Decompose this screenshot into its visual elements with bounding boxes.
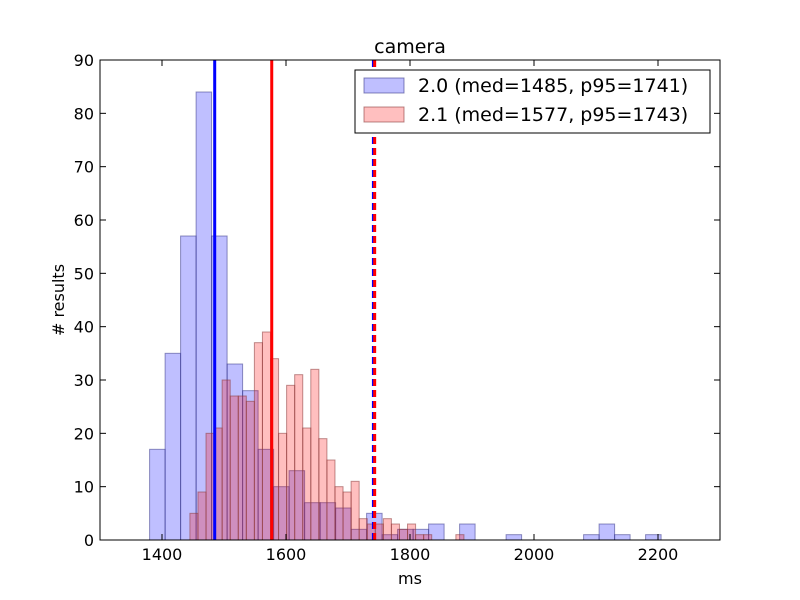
x-tick-label: 1800 xyxy=(390,545,431,564)
histogram-bar-series-0-bin-20 xyxy=(505,534,523,541)
histogram-bar-series-1-bin-2 xyxy=(205,432,215,541)
y-tick-label: 20 xyxy=(74,424,94,443)
histogram-bar-series-1-bin-14 xyxy=(302,427,312,541)
histogram-bar-series-1-bin-28 xyxy=(415,534,425,541)
x-axis-label: ms xyxy=(398,569,422,588)
histogram-bar-series-1-bin-33 xyxy=(455,534,465,541)
histogram-bar-series-1-bin-17 xyxy=(326,459,336,541)
histogram-bar-series-1-bin-12 xyxy=(286,384,296,541)
x-tick-label: 2000 xyxy=(514,545,555,564)
histogram-bar-series-0-bin-2 xyxy=(180,235,197,541)
histogram-bar-series-0-bin-1 xyxy=(164,352,182,541)
histogram-bar-series-1-bin-7 xyxy=(245,400,255,541)
histogram-bar-series-0-bin-0 xyxy=(149,448,166,541)
y-tick-label: 40 xyxy=(74,318,94,337)
y-axis-label: # results xyxy=(49,264,68,336)
histogram-bar-series-1-bin-9 xyxy=(261,331,272,541)
legend-label-series-2-0: 2.0 (med=1485, p95=1741) xyxy=(418,75,688,97)
y-tick-label: 70 xyxy=(74,158,94,177)
histogram-bar-series-1-bin-29 xyxy=(423,534,433,541)
histogram-bar-series-1-bin-16 xyxy=(318,438,328,541)
histogram-bar-series-1-bin-26 xyxy=(398,528,409,541)
histogram-bar-series-1-bin-23 xyxy=(374,523,384,541)
histogram-bar-series-1-bin-24 xyxy=(382,518,392,541)
histogram-bar-series-0-bin-21 xyxy=(583,534,600,541)
histogram-bar-series-0-bin-22 xyxy=(598,523,616,541)
legend-label-series-2-1: 2.1 (med=1577, p95=1743) xyxy=(418,104,688,126)
histogram-bar-series-1-bin-0 xyxy=(189,512,199,541)
histogram-bar-series-1-bin-13 xyxy=(294,374,304,541)
histogram-bar-series-1-bin-11 xyxy=(278,432,288,541)
y-tick-label: 50 xyxy=(74,264,94,283)
y-tick-label: 0 xyxy=(84,531,94,550)
histogram-bar-series-1-bin-5 xyxy=(229,395,239,541)
x-axis-ticks: 1400 1600 1800 2000 2200 xyxy=(142,60,679,564)
legend-swatch-series-2-1 xyxy=(363,106,405,123)
chart-title: camera xyxy=(374,36,446,58)
histogram-bar-series-1-bin-19 xyxy=(342,491,352,541)
histogram-bar-series-1-bin-1 xyxy=(197,491,207,541)
histogram-bar-series-1-bin-18 xyxy=(334,486,344,541)
legend-swatch-series-2-0 xyxy=(363,77,405,94)
y-axis-ticks: 0 10 20 30 40 50 60 70 80 90 xyxy=(74,51,720,550)
histogram-bar-series-1-bin-15 xyxy=(310,368,320,541)
y-tick-label: 30 xyxy=(74,371,94,390)
y-tick-label: 60 xyxy=(74,211,94,230)
histogram-bar-series-1-bin-25 xyxy=(390,523,400,541)
x-tick-label: 1400 xyxy=(142,545,183,564)
histogram-bar-series-1-bin-21 xyxy=(358,518,368,541)
y-tick-label: 10 xyxy=(74,478,94,497)
x-tick-label: 1600 xyxy=(266,545,307,564)
y-tick-label: 90 xyxy=(74,51,94,70)
histogram-bar-series-1-bin-20 xyxy=(350,480,360,541)
histogram-bar-series-0-bin-24 xyxy=(645,534,662,541)
x-tick-label: 2200 xyxy=(638,545,679,564)
reference-lines xyxy=(213,60,377,540)
histogram-bar-series-1-bin-8 xyxy=(253,342,263,541)
histogram-bars xyxy=(149,91,662,541)
y-tick-label: 80 xyxy=(74,104,94,123)
histogram-bar-series-1-bin-4 xyxy=(221,379,231,541)
histogram-bar-series-1-bin-27 xyxy=(407,523,417,541)
histogram-bar-series-1-bin-6 xyxy=(237,395,247,541)
legend-box xyxy=(354,69,711,134)
histogram-bar-series-0-bin-23 xyxy=(614,534,631,541)
legend: 2.0 (med=1485, p95=1741) 2.1 (med=1577, … xyxy=(354,69,711,134)
